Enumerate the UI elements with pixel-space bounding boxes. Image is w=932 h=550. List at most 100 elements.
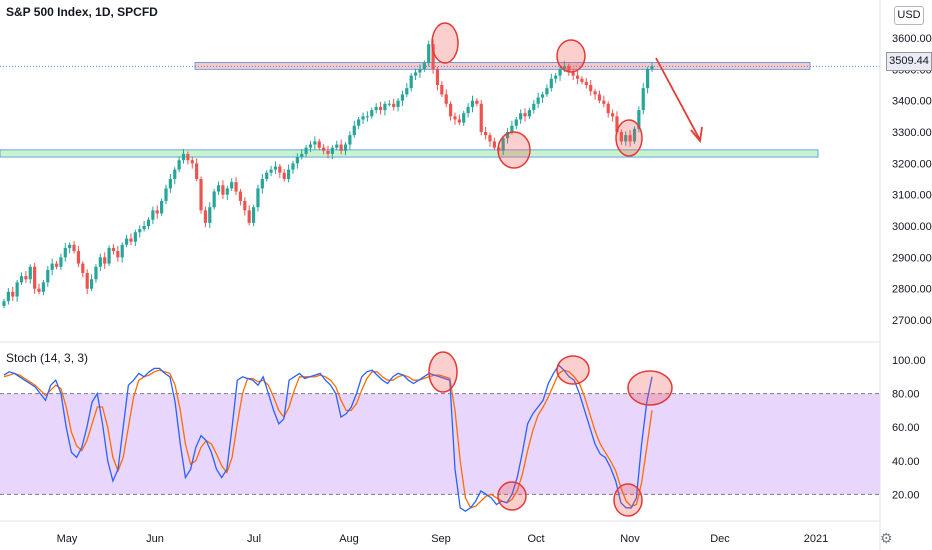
candle-body (177, 160, 181, 170)
candle-body (313, 141, 317, 145)
time-tick-label: Sep (431, 533, 451, 545)
candle-body (567, 66, 571, 73)
candle-body (413, 72, 418, 76)
candle-body (208, 207, 212, 223)
candle-body (532, 103, 536, 111)
stoch-title: Stoch (14, 3, 3) (6, 351, 89, 365)
candle-body (545, 88, 549, 95)
last-price-tag: 3509.44 (886, 52, 932, 71)
annotation-circle (497, 131, 531, 169)
candle-body (374, 106, 378, 111)
candle-body (610, 113, 615, 117)
annotation-circle (431, 22, 459, 64)
candle-body (505, 132, 510, 139)
annotation-circle (627, 370, 673, 406)
candle-body (146, 219, 151, 226)
candle-body (322, 147, 326, 151)
candle-body (343, 144, 348, 151)
price-tick-label: 2900.00 (892, 252, 932, 264)
candle-body (615, 116, 619, 132)
candle-body (444, 94, 448, 104)
candle-body (326, 150, 330, 154)
price-tick-label: 3600.00 (892, 33, 932, 45)
candle-body (453, 116, 457, 120)
stoch-band-fill (0, 393, 880, 495)
candle-body (335, 144, 339, 148)
time-tick-label: Dec (710, 533, 730, 545)
candle-body (584, 81, 588, 85)
candle-body (273, 166, 278, 170)
currency-button[interactable]: USD (894, 6, 924, 25)
candle-body (501, 138, 505, 151)
time-tick-label: May (57, 533, 78, 545)
candle-body (597, 94, 602, 101)
candle-body (216, 185, 221, 192)
candle-body (212, 191, 216, 208)
candle-body (41, 282, 46, 292)
gear-icon[interactable]: ⚙ (880, 530, 893, 546)
candle-body (435, 69, 440, 85)
candle-body (181, 153, 186, 161)
annotation-circle (497, 481, 527, 511)
stoch-tick-label: 80.00 (892, 389, 920, 401)
candle-body (98, 257, 102, 267)
candle-body (24, 276, 28, 280)
candle-body (606, 103, 610, 114)
candle-body (352, 125, 356, 136)
candle-body (2, 301, 6, 306)
candle-body (304, 147, 308, 154)
annotation-circle (428, 351, 458, 393)
candle-body (554, 75, 558, 79)
candle-body (238, 191, 243, 201)
price-tick-label: 3100.00 (892, 190, 932, 202)
candle-body (641, 88, 645, 111)
candle-body (225, 188, 229, 195)
candle-body (300, 153, 304, 158)
candle-body (330, 147, 334, 154)
time-tick-label: Aug (339, 533, 359, 545)
chart-title: S&P 500 Index, 1D, SPCFD (6, 5, 158, 19)
candle-body (282, 172, 286, 179)
candle-body (195, 163, 199, 179)
candle-body (339, 144, 343, 151)
candle-body (256, 188, 260, 208)
candle-body (470, 100, 475, 107)
time-tick-label: Nov (620, 533, 640, 545)
candle-body (422, 63, 426, 70)
candle-body (387, 103, 391, 105)
candle-body (510, 125, 514, 132)
candle-body (365, 116, 370, 118)
candle-body (602, 100, 606, 104)
candle-body (72, 244, 76, 252)
candle-body (199, 179, 203, 211)
candle-body (405, 88, 409, 95)
candle-body (562, 66, 567, 70)
candle-body (558, 69, 562, 76)
candle-body (628, 135, 632, 142)
candle-body (46, 269, 50, 283)
candle-body (133, 232, 137, 242)
candle-body (514, 119, 518, 126)
candle-body (619, 132, 623, 142)
candle-body (357, 119, 361, 126)
candle-body (81, 263, 85, 273)
sr-zones (0, 62, 880, 158)
candle-body (549, 78, 553, 89)
candle-body (286, 169, 291, 179)
candle-body (370, 110, 374, 117)
stoch-tick-label: 40.00 (892, 456, 920, 468)
stoch-lines (3, 363, 653, 512)
candle-body (440, 85, 444, 95)
candle-body (260, 179, 264, 189)
candle-body (589, 85, 593, 92)
candle-body (265, 172, 269, 179)
candle-body (138, 229, 142, 233)
candle-body (251, 207, 256, 223)
candles (2, 39, 654, 309)
candle-body (15, 282, 19, 297)
time-tick-label: Jun (146, 533, 164, 545)
candle-body (484, 132, 488, 136)
candle-body (317, 141, 321, 148)
